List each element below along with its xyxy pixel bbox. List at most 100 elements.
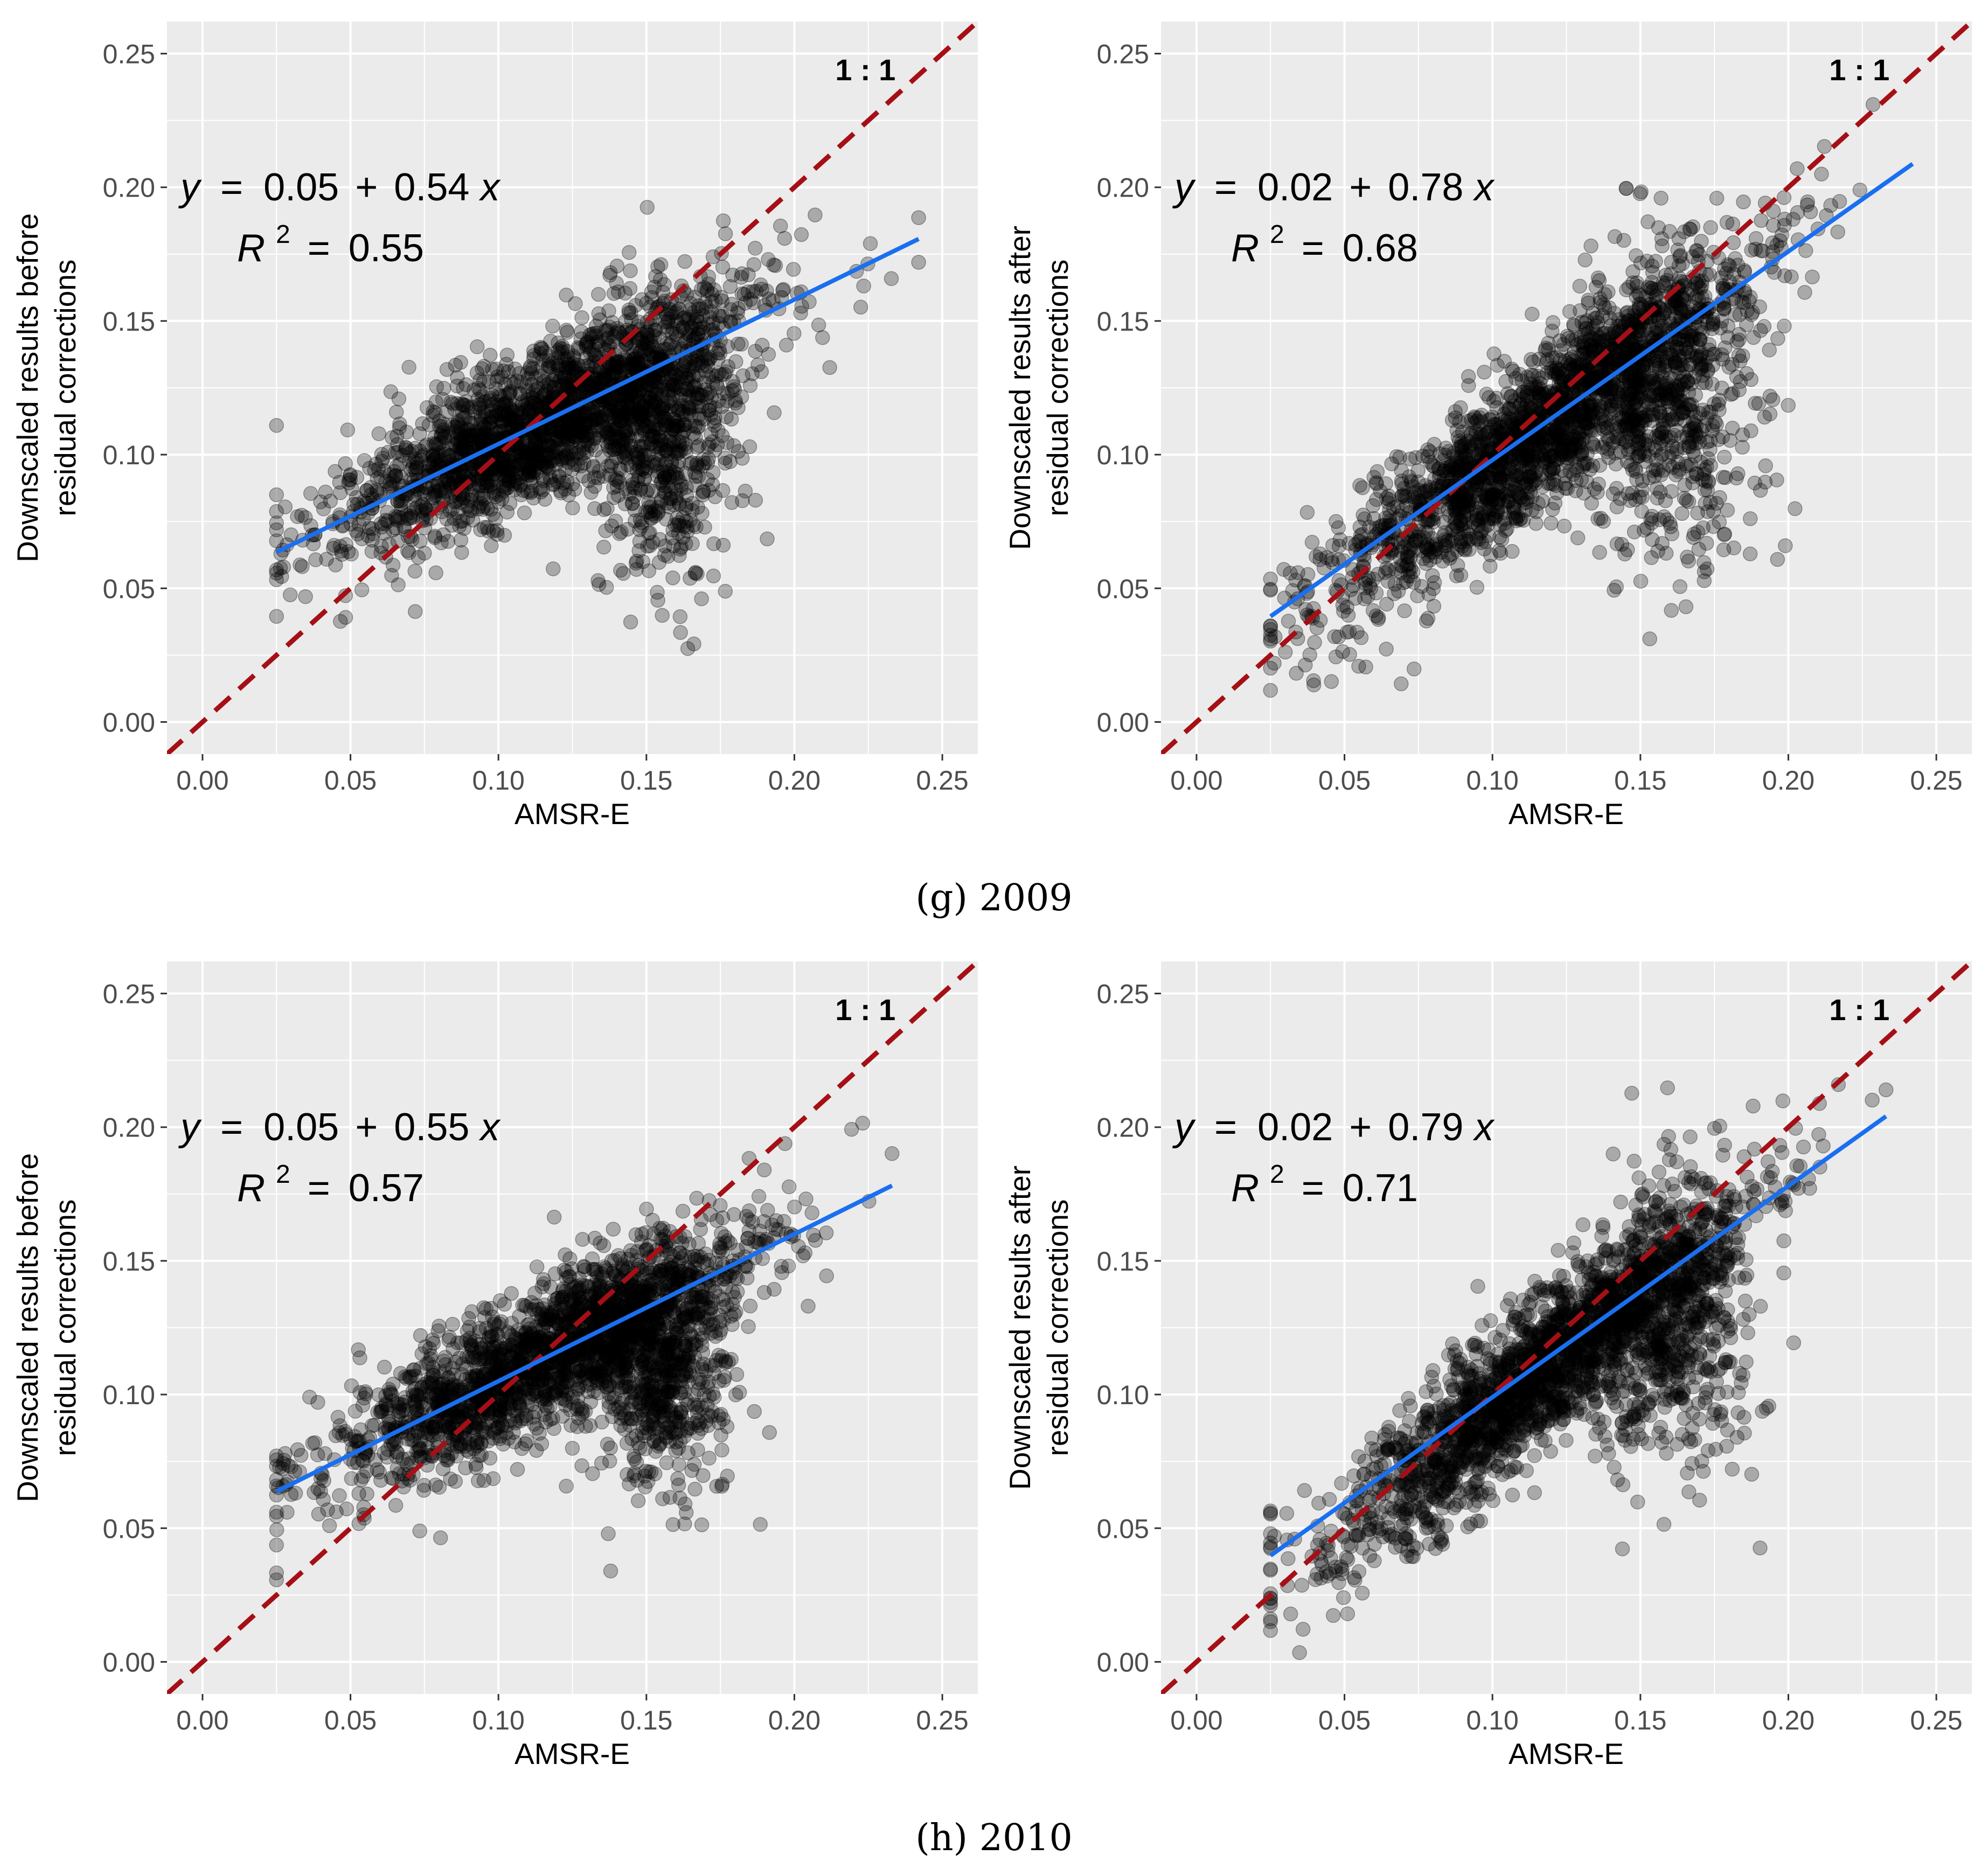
data-point: [657, 314, 673, 330]
data-point: [637, 407, 652, 422]
data-point: [576, 419, 592, 434]
data-point: [678, 407, 694, 422]
data-point: [587, 401, 602, 416]
data-point: [521, 404, 537, 419]
data-point: [668, 367, 683, 383]
data-point: [671, 402, 686, 417]
data-point: [465, 512, 481, 528]
data-point: [633, 408, 649, 424]
data-point: [808, 207, 823, 222]
data-point: [659, 336, 675, 351]
eq-plus: +: [355, 166, 378, 209]
data-point: [435, 424, 450, 440]
data-point: [748, 284, 764, 299]
data-point: [535, 456, 551, 471]
data-point: [640, 419, 655, 434]
data-point: [476, 359, 491, 374]
data-point: [508, 472, 523, 488]
data-point: [442, 475, 457, 490]
data-point: [421, 458, 436, 473]
data-point: [634, 292, 650, 307]
data-point: [1678, 599, 1694, 615]
data-point: [367, 463, 382, 478]
data-point: [594, 409, 609, 425]
data-point: [648, 374, 663, 389]
data-point: [734, 389, 749, 405]
data-point: [453, 533, 469, 548]
data-point: [589, 335, 604, 350]
data-point: [328, 464, 343, 479]
data-point: [1814, 166, 1829, 182]
data-point: [427, 483, 443, 498]
data-point: [540, 361, 555, 376]
data-point: [714, 367, 729, 382]
data-point: [607, 438, 623, 454]
data-point: [574, 423, 589, 438]
data-point: [502, 464, 517, 479]
data-point: [443, 394, 458, 410]
data-point: [1655, 238, 1670, 254]
data-point: [316, 501, 331, 517]
data-point: [471, 380, 486, 396]
data-point: [482, 479, 498, 494]
data-point: [657, 467, 672, 483]
data-point: [654, 403, 670, 418]
data-point: [433, 483, 449, 498]
data-point: [644, 284, 659, 299]
data-point: [559, 429, 574, 445]
data-point: [675, 403, 690, 419]
data-point: [624, 473, 640, 488]
data-point: [374, 447, 390, 462]
data-point: [688, 564, 703, 580]
data-point: [687, 566, 703, 581]
data-point: [647, 371, 663, 386]
data-point: [697, 280, 712, 295]
data-point: [1306, 673, 1321, 688]
data-point: [760, 531, 775, 547]
data-point: [390, 509, 406, 525]
data-point: [1655, 536, 1670, 551]
data-point: [439, 362, 455, 377]
data-point: [625, 496, 641, 511]
data-point: [399, 440, 414, 456]
data-point: [489, 373, 505, 388]
data-point: [477, 419, 492, 434]
data-point: [370, 484, 385, 500]
data-point: [405, 510, 420, 525]
data-point: [735, 368, 750, 383]
data-point: [529, 465, 544, 480]
data-point: [574, 310, 589, 325]
data-point: [1307, 634, 1322, 650]
data-point: [497, 528, 512, 543]
data-point: [505, 416, 520, 431]
data-point: [510, 475, 525, 491]
data-point: [1519, 369, 1535, 385]
data-point: [1461, 369, 1476, 384]
data-point: [707, 418, 722, 433]
data-point: [566, 350, 582, 365]
data-point: [546, 383, 561, 399]
data-point: [669, 400, 685, 416]
data-point: [388, 405, 404, 420]
data-point: [767, 405, 782, 421]
data-point: [677, 423, 692, 438]
data-point: [558, 462, 573, 477]
data-point: [658, 456, 673, 471]
data-point: [491, 424, 506, 439]
data-point: [485, 524, 501, 539]
data-point: [718, 583, 733, 599]
data-point: [524, 395, 539, 410]
data-point: [374, 519, 390, 535]
data-point: [620, 428, 635, 444]
data-point: [714, 428, 730, 443]
data-point: [651, 555, 667, 570]
data-point: [445, 472, 461, 487]
data-point: [656, 397, 671, 413]
data-point: [645, 415, 660, 431]
data-point: [617, 386, 632, 401]
data-point: [546, 380, 562, 395]
data-point: [550, 449, 565, 464]
data-point: [1687, 424, 1703, 440]
data-point: [1379, 641, 1394, 657]
data-point: [766, 257, 781, 273]
